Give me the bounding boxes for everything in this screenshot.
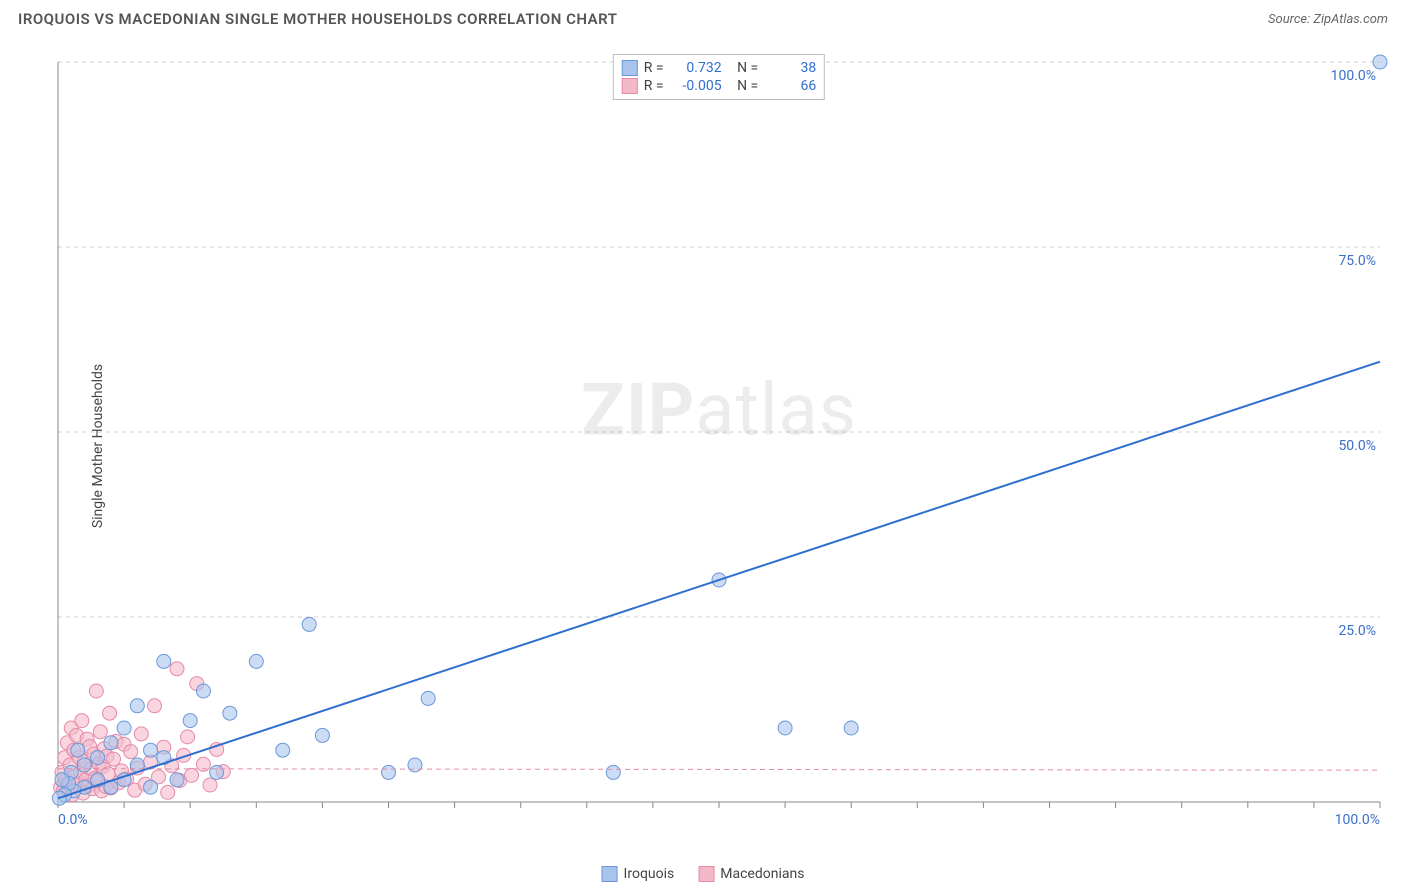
chart-header: IROQUOIS VS MACEDONIAN SINGLE MOTHER HOU…	[0, 0, 1406, 34]
legend-label: Iroquois	[624, 866, 675, 882]
chart-title: IROQUOIS VS MACEDONIAN SINGLE MOTHER HOU…	[18, 10, 617, 28]
svg-text:50.0%: 50.0%	[1338, 438, 1376, 454]
r-value-macedonians: -0.005	[670, 78, 722, 94]
source-label: Source: ZipAtlas.com	[1268, 12, 1388, 27]
n-label: N =	[737, 60, 758, 76]
swatch-iroquois	[622, 60, 638, 76]
stats-row-iroquois: R = 0.732 N = 38	[622, 59, 816, 77]
legend-label: Macedonians	[720, 866, 804, 882]
legend-item-macedonians: Macedonians	[698, 866, 804, 882]
n-value-macedonians: 66	[764, 78, 816, 94]
r-value-iroquois: 0.732	[670, 60, 722, 76]
svg-text:100.0%: 100.0%	[1335, 812, 1380, 828]
correlation-stats-box: R = 0.732 N = 38 R = -0.005 N = 66	[613, 54, 825, 100]
stats-row-macedonians: R = -0.005 N = 66	[622, 77, 816, 95]
swatch-macedonians	[622, 78, 638, 94]
plot-area: 25.0% 50.0% 75.0% 100.0% 0.0% 100.0% R = 0.73…	[50, 50, 1388, 832]
svg-text:0.0%: 0.0%	[58, 812, 88, 828]
legend-item-iroquois: Iroquois	[602, 866, 675, 882]
svg-text:100.0%: 100.0%	[1331, 68, 1376, 84]
swatch-iroquois	[602, 866, 618, 882]
r-label: R =	[644, 60, 664, 76]
n-value-iroquois: 38	[764, 60, 816, 76]
svg-text:75.0%: 75.0%	[1338, 253, 1376, 269]
svg-text:25.0%: 25.0%	[1338, 623, 1376, 639]
n-label: N =	[737, 78, 758, 94]
swatch-macedonians	[698, 866, 714, 882]
legend: Iroquois Macedonians	[602, 866, 805, 882]
r-label: R =	[644, 78, 664, 94]
scatter-plot-svg: 25.0% 50.0% 75.0% 100.0% 0.0% 100.0%	[50, 50, 1388, 832]
